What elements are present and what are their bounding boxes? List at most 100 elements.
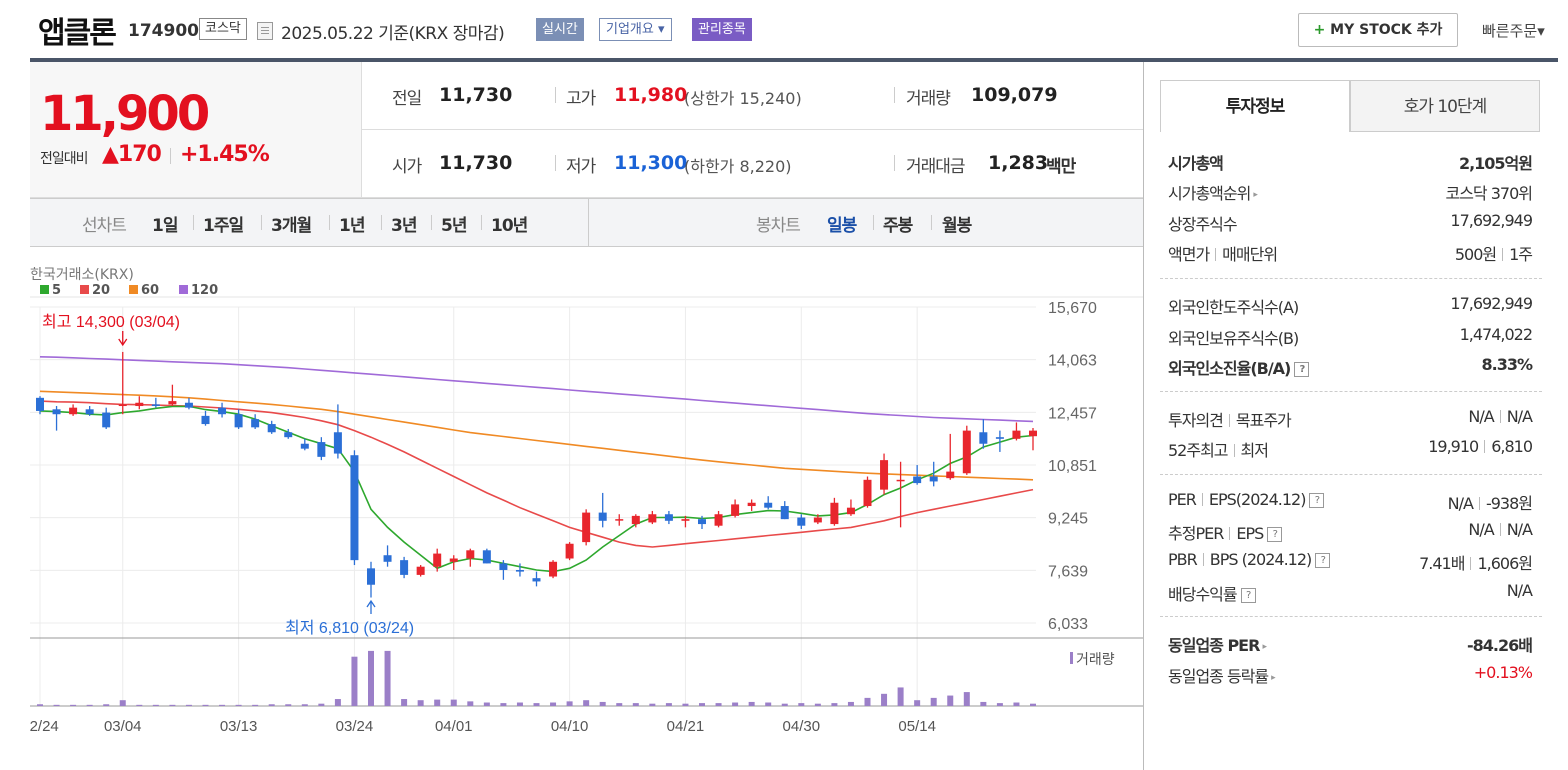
arrow-right-icon[interactable]: ▸ [1271,673,1275,683]
period-3m[interactable]: 3개월 [271,216,312,236]
candle-body [929,476,938,482]
candle-weekly[interactable]: 주봉 [883,216,913,236]
info-row-value: 19,910 6,810 [1428,437,1533,456]
info-row-label: 추정PER EPS? [1168,520,1283,544]
header-divider [30,58,1558,62]
volume-bar [467,701,474,706]
separator [261,215,262,230]
volume-bar [37,704,43,706]
info-row-label: 외국인한도주식수(A) [1168,298,1299,317]
help-icon[interactable]: ? [1267,527,1283,542]
realtime-button[interactable]: 실시간 [536,18,584,41]
candle-body [317,442,326,457]
volume-bar [219,704,226,706]
volume-bar [119,700,126,706]
info-row-value: 코스닥 370위 [1445,184,1533,203]
candle-body [102,412,111,428]
volume-bar [583,700,590,706]
candle-body [648,514,657,523]
volume-bar [235,704,242,706]
info-row-label: 배당수익률? [1168,581,1256,605]
arrow-right-icon[interactable]: ▸ [1262,642,1266,652]
volume-bar [715,703,722,706]
company-overview-dropdown[interactable]: 기업개요 ▾ [599,18,672,41]
candle-body [979,432,988,444]
candle-body [201,415,210,425]
candle-body [383,555,392,562]
volume-bar [384,650,391,706]
candle-body [52,409,61,415]
info-row: PBR BPS (2024.12)? 7.41배 1,606원 [1168,550,1533,576]
candle-body [400,560,409,575]
candle-body [333,432,342,454]
period-1d[interactable]: 1일 [152,216,178,236]
volume-bar [136,704,143,706]
volume-bar [748,701,755,706]
help-icon[interactable]: ? [1240,588,1256,603]
info-row-label: 동일업종 PER ▸ [1168,636,1267,655]
volume-bar [566,701,573,706]
volume-bar [814,703,821,706]
tab-investment-info[interactable]: 투자정보 [1160,80,1350,132]
stock-chart[interactable]: 한국거래소(KRX) 5 20 60 120 15,670 14,063 12,45… [30,248,1144,768]
candle-body [151,404,160,407]
x-tick-label: 03/04 [104,718,142,735]
info-row: 액면가 매매단위 500원 1주 [1168,241,1533,267]
x-tick-label: 03/13 [220,718,258,735]
info-row-value: N/A -938원 [1447,494,1533,513]
volume-bar [765,702,772,706]
period-1y[interactable]: 1년 [339,216,365,236]
panel-divider [1143,62,1144,770]
help-icon[interactable]: ? [1309,493,1325,508]
candle-body [1029,430,1037,437]
y-tick-label: 10,851 [1048,458,1097,475]
candle-body [532,578,541,582]
separator [1478,497,1480,510]
info-row-label: 동일업종 등락률 ▸ [1168,667,1276,686]
candle-body [234,414,243,428]
candle-body [582,512,591,543]
candle-monthly[interactable]: 월봉 [942,216,972,236]
candle-body [515,569,524,572]
period-1w[interactable]: 1주일 [203,216,244,236]
help-icon[interactable]: ? [1294,362,1310,377]
candle-body [499,563,508,570]
legend-ma5-label: 5 [52,283,62,298]
candle-body [350,455,359,561]
volume-bar [301,704,308,706]
add-my-stock-button[interactable]: + MY STOCK 추가 [1298,13,1458,47]
volume-bar [533,703,540,706]
quick-order-button[interactable]: 빠른주문▾ [1482,22,1545,40]
period-5y[interactable]: 5년 [441,216,467,236]
volume-bar [152,704,159,706]
managed-stock-badge[interactable]: 관리종목 [692,18,752,41]
candle-body [449,558,458,562]
volume-bar [417,700,424,706]
separator [1202,553,1204,566]
candle-daily[interactable]: 일봉 [827,216,857,236]
info-row-value: N/A N/A [1468,520,1533,539]
candle-body [813,517,822,523]
help-icon[interactable]: ? [1315,553,1331,568]
candle-body [69,407,78,415]
volume-bar [616,703,623,706]
row-divider [1160,616,1542,617]
arrow-right-icon[interactable]: ▸ [1253,190,1257,200]
base-date: 2025.05.22 기준(KRX 장마감) [281,24,505,44]
info-row-value: 17,692,949 [1450,294,1533,313]
volume-bar [632,703,639,706]
separator [431,215,432,230]
info-row-value: 17,692,949 [1450,211,1533,230]
info-row: 외국인보유주식수(B) 1,474,022 [1168,325,1533,351]
stock-header: 앱클론 174900 코스닥 2025.05.22 기준(KRX 장마감) 실시… [0,0,1568,62]
separator [1228,414,1230,427]
candle-body [896,479,905,482]
period-3y[interactable]: 3년 [391,216,417,236]
tab-orderbook-10[interactable]: 호가 10단계 [1350,80,1540,132]
info-row: 동일업종 등락률 ▸ +0.13% [1168,663,1533,689]
info-row-value: N/A [1506,581,1533,600]
separator [931,215,932,230]
period-10y[interactable]: 10년 [491,216,528,236]
volume-bar [450,699,457,706]
lower-limit: (하한가 8,220) [684,157,792,176]
